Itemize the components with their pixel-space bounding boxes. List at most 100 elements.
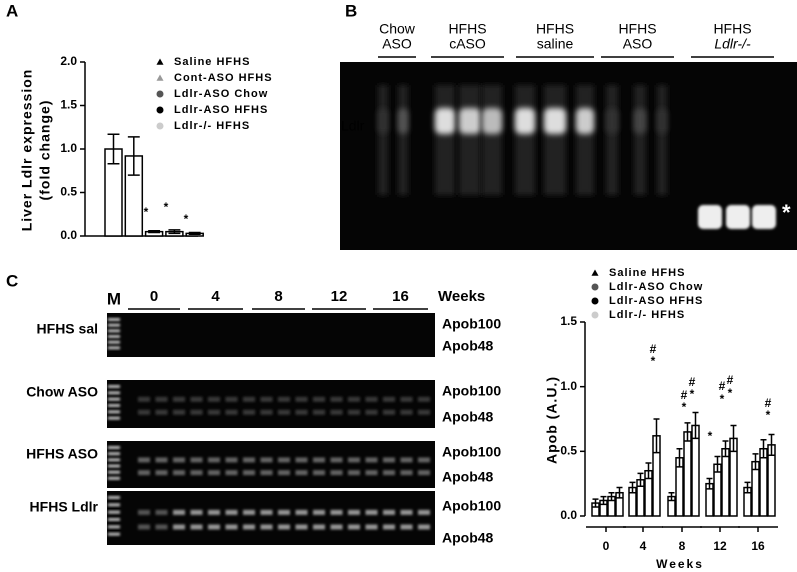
annotation: * [144, 205, 149, 219]
ladder-band [108, 464, 120, 468]
blot-band [418, 509, 430, 515]
error-bar [600, 495, 607, 506]
x-axis-label: Weeks [656, 557, 704, 571]
legend-label: Ldlr-/- HFHS [174, 120, 250, 132]
panel-label: B [345, 1, 357, 20]
blot-band [400, 457, 413, 463]
blot-band [190, 409, 203, 415]
error-bar [684, 422, 691, 442]
blot-band [418, 396, 430, 402]
gel-smear [544, 85, 566, 195]
blot-band [208, 457, 220, 463]
band-label: Apob100 [442, 316, 501, 332]
blot-band [365, 396, 378, 402]
bar [683, 431, 692, 517]
blot-band [208, 524, 220, 530]
blot-band [155, 509, 168, 515]
gel-smear [657, 85, 667, 195]
legend-label: Saline HFHS [609, 267, 685, 279]
ladder-band [108, 518, 120, 521]
gel-smear [606, 85, 618, 195]
error-bar [127, 136, 140, 176]
y-tick-label: 1.5 [560, 314, 577, 328]
blot-band [330, 470, 343, 476]
blot-band [400, 409, 413, 415]
ladder-band [108, 532, 120, 536]
blot-band [313, 509, 325, 515]
blot-band [418, 409, 430, 415]
blot-band [138, 524, 150, 530]
legend-label: Ldlr-/- HFHS [609, 309, 685, 321]
ladder-band [108, 503, 120, 507]
annotation: * [651, 354, 656, 368]
blot-band [365, 509, 378, 515]
blot-band [155, 409, 168, 415]
blot-band [173, 409, 185, 415]
ladder-band [108, 470, 120, 474]
blot-band [243, 409, 255, 415]
blot-band [348, 470, 360, 476]
blot-band [383, 457, 395, 463]
ladder-band [108, 525, 120, 529]
blot-band [260, 509, 273, 515]
lane-label: Chow [379, 21, 416, 37]
blot-band [383, 524, 395, 530]
band-label: Apob48 [442, 338, 494, 354]
error-bar [768, 433, 775, 456]
annotation: * [720, 392, 725, 406]
blot-band [330, 396, 343, 402]
ladder-band [108, 340, 120, 344]
gel-band [657, 108, 667, 134]
blot-band [208, 409, 220, 415]
gel-smear [459, 85, 481, 195]
error-bar [629, 481, 636, 494]
blot-band [190, 470, 203, 476]
gel-band [698, 205, 722, 229]
band-label: Apob48 [442, 530, 494, 546]
lane-label: ASO [382, 36, 412, 52]
blot-image [107, 313, 435, 357]
ladder-band [108, 397, 120, 401]
blot-band [383, 409, 395, 415]
error-bar [168, 229, 181, 235]
error-bar [692, 411, 699, 440]
blot-band [313, 457, 325, 463]
gel-smear [482, 85, 502, 195]
blot-band [190, 396, 203, 402]
blot-band [348, 457, 360, 463]
legend-marker [591, 311, 599, 319]
annotation: * [690, 387, 695, 401]
blot-band [278, 409, 290, 415]
ladder-band [108, 404, 120, 407]
lane-label: saline [537, 36, 574, 52]
lane-label: HFHS [618, 21, 656, 37]
ladder-band [108, 458, 120, 462]
y-tick-label: 0.5 [560, 444, 577, 458]
error-bar [714, 455, 721, 473]
error-bar [592, 498, 599, 508]
blot-band [295, 396, 308, 402]
timepoint-label: 16 [392, 288, 409, 305]
blot-band [138, 470, 150, 476]
blot-band [155, 470, 168, 476]
gel-band [515, 108, 535, 134]
blot-band [348, 524, 360, 530]
annotation: * [708, 429, 713, 443]
error-bar [722, 440, 729, 458]
row-label: Chow ASO [26, 384, 98, 400]
legend-marker [156, 74, 164, 81]
panel-label: A [6, 1, 18, 20]
gel-band [634, 108, 646, 134]
ladder-band [108, 452, 120, 456]
y-axis-label: (fold change) [37, 100, 53, 201]
ladder-band [108, 476, 120, 480]
gel-smear [576, 85, 594, 195]
gel-band [576, 108, 594, 134]
error-bar [645, 462, 652, 480]
blot-band [243, 524, 255, 530]
annotation: # [765, 396, 772, 410]
timepoint-label: 12 [331, 288, 348, 305]
bar [721, 447, 730, 517]
error-bar [668, 491, 675, 502]
